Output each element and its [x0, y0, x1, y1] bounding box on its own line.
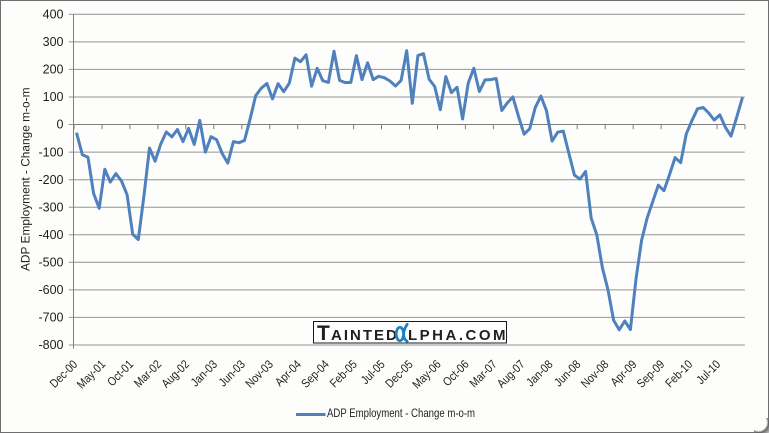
svg-text:-800: -800: [38, 338, 63, 352]
svg-text:Oct-01: Oct-01: [105, 358, 136, 389]
svg-text:Apr-04: Apr-04: [273, 358, 304, 389]
svg-text:Dec-00: Dec-00: [48, 358, 81, 391]
svg-text:Oct-06: Oct-06: [441, 358, 472, 389]
svg-text:Mar-07: Mar-07: [468, 358, 500, 390]
svg-text:May-06: May-06: [410, 358, 443, 391]
svg-text:-400: -400: [38, 228, 63, 242]
svg-text:ADP Employment - Change m-o-m: ADP Employment - Change m-o-m: [19, 87, 33, 271]
svg-text:-200: -200: [38, 173, 63, 187]
svg-text:-100: -100: [38, 145, 63, 159]
svg-text:Feb-05: Feb-05: [328, 358, 360, 390]
svg-text:-500: -500: [38, 256, 63, 270]
svg-text:300: 300: [43, 35, 64, 49]
svg-text:Apr-09: Apr-09: [609, 358, 640, 389]
svg-text:Jan-03: Jan-03: [189, 358, 220, 389]
svg-text:-300: -300: [38, 200, 63, 214]
svg-text:Jan-08: Jan-08: [524, 358, 555, 389]
svg-text:May-01: May-01: [75, 358, 108, 391]
svg-text:Nov-08: Nov-08: [579, 358, 612, 391]
svg-text:ADP Employment - Change m-o-m: ADP Employment - Change m-o-m: [327, 407, 475, 420]
svg-text:T: T: [317, 322, 330, 345]
svg-text:Nov-03: Nov-03: [243, 358, 276, 391]
svg-text:Dec-05: Dec-05: [383, 358, 416, 391]
svg-text:Jun-08: Jun-08: [552, 358, 583, 389]
svg-text:AINTED: AINTED: [331, 327, 399, 344]
svg-text:Jun-03: Jun-03: [217, 358, 248, 389]
svg-text:Sep-04: Sep-04: [299, 358, 332, 391]
svg-text:LPHA.COM: LPHA.COM: [408, 327, 508, 344]
svg-text:Aug-07: Aug-07: [495, 358, 528, 391]
svg-text:-700: -700: [38, 311, 63, 325]
svg-text:100: 100: [43, 90, 64, 104]
svg-text:200: 200: [43, 63, 64, 77]
svg-text:Jul-10: Jul-10: [694, 358, 723, 387]
svg-text:0: 0: [57, 118, 64, 132]
svg-text:Feb-10: Feb-10: [663, 358, 695, 390]
svg-text:-600: -600: [38, 283, 63, 297]
svg-text:Sep-09: Sep-09: [635, 358, 668, 391]
svg-text:400: 400: [43, 8, 64, 22]
svg-text:Mar-02: Mar-02: [132, 358, 164, 390]
svg-text:Aug-02: Aug-02: [160, 358, 193, 391]
